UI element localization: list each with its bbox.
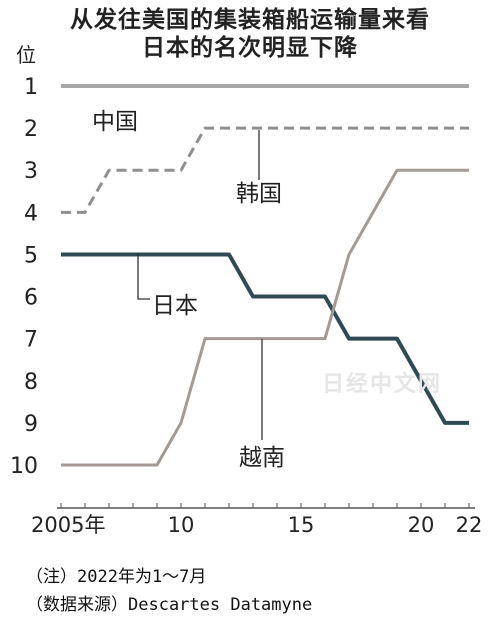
series-label-china: 中国 <box>92 109 138 135</box>
x-tick-label: 20 <box>408 513 435 537</box>
y-axis-label: 位 <box>16 43 36 67</box>
x-tick-label: 2005年 <box>31 513 105 537</box>
y-tick-label: 10 <box>10 454 38 479</box>
series-label-korea: 韩国 <box>236 181 282 207</box>
note-source: （数据来源）Descartes Datamyne <box>26 595 313 615</box>
series-line-vietnam <box>61 168 469 467</box>
y-tick-label: 3 <box>24 159 38 184</box>
y-tick-label: 6 <box>24 286 38 311</box>
y-tick-label: 2 <box>24 117 38 142</box>
y-tick-label: 5 <box>24 243 38 268</box>
x-tick-label: 10 <box>168 513 195 537</box>
chart-subtitle: 日本的名次明显下降 <box>142 35 358 61</box>
y-tick-label: 1 <box>24 75 38 100</box>
y-tick-label: 4 <box>24 201 38 226</box>
y-tick-label: 9 <box>24 412 38 437</box>
x-tick-label: 15 <box>288 513 315 537</box>
series-label-vietnam: 越南 <box>239 445 285 471</box>
watermark: 日经中文网 <box>322 372 443 397</box>
series-label-japan: 日本 <box>152 293 198 319</box>
chart-title: 从发往美国的集装箱船运输量来看 <box>70 7 430 33</box>
leader-line-japan <box>137 253 150 300</box>
series-line-japan <box>61 252 469 425</box>
series-line-korea <box>61 126 469 214</box>
y-tick-label: 8 <box>24 370 38 395</box>
note-period: （注）2022年为1～7月 <box>26 567 207 587</box>
x-tick-label: 22 <box>456 513 483 537</box>
y-tick-label: 7 <box>24 328 38 353</box>
